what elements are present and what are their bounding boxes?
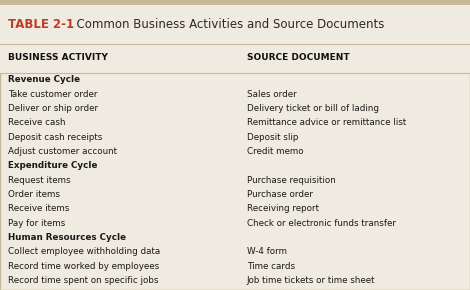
- Text: Delivery ticket or bill of lading: Delivery ticket or bill of lading: [247, 104, 379, 113]
- Text: Order items: Order items: [8, 190, 61, 199]
- Text: TABLE 2-1: TABLE 2-1: [8, 18, 75, 31]
- Text: Deposit cash receipts: Deposit cash receipts: [8, 133, 103, 142]
- Text: Remittance advice or remittance list: Remittance advice or remittance list: [247, 118, 406, 127]
- Text: Receiving report: Receiving report: [247, 204, 319, 213]
- Text: Time cards: Time cards: [247, 262, 295, 271]
- Text: Deposit slip: Deposit slip: [247, 133, 298, 142]
- Text: BUSINESS ACTIVITY: BUSINESS ACTIVITY: [8, 53, 108, 63]
- Text: Deliver or ship order: Deliver or ship order: [8, 104, 99, 113]
- Text: Common Business Activities and Source Documents: Common Business Activities and Source Do…: [69, 18, 384, 31]
- Text: Receive cash: Receive cash: [8, 118, 66, 127]
- Text: Job time tickets or time sheet: Job time tickets or time sheet: [247, 276, 375, 285]
- Text: Take customer order: Take customer order: [8, 90, 98, 99]
- Text: Collect employee withholding data: Collect employee withholding data: [8, 247, 161, 256]
- Text: Human Resources Cycle: Human Resources Cycle: [8, 233, 126, 242]
- Text: Sales order: Sales order: [247, 90, 297, 99]
- Text: Credit memo: Credit memo: [247, 147, 303, 156]
- Text: Request items: Request items: [8, 175, 71, 185]
- Text: SOURCE DOCUMENT: SOURCE DOCUMENT: [247, 53, 349, 63]
- Text: Revenue Cycle: Revenue Cycle: [8, 75, 80, 84]
- Text: Record time spent on specific jobs: Record time spent on specific jobs: [8, 276, 159, 285]
- Bar: [0, 5, 470, 44]
- Text: Receive items: Receive items: [8, 204, 70, 213]
- Text: Record time worked by employees: Record time worked by employees: [8, 262, 160, 271]
- Text: Purchase requisition: Purchase requisition: [247, 175, 336, 185]
- Text: Expenditure Cycle: Expenditure Cycle: [8, 161, 98, 170]
- Text: Adjust customer account: Adjust customer account: [8, 147, 118, 156]
- Bar: [0, 0, 470, 5]
- Text: Pay for items: Pay for items: [8, 219, 66, 228]
- Text: Check or electronic funds transfer: Check or electronic funds transfer: [247, 219, 396, 228]
- Text: W-4 form: W-4 form: [247, 247, 287, 256]
- Bar: [0, 44, 470, 72]
- Text: Purchase order: Purchase order: [247, 190, 313, 199]
